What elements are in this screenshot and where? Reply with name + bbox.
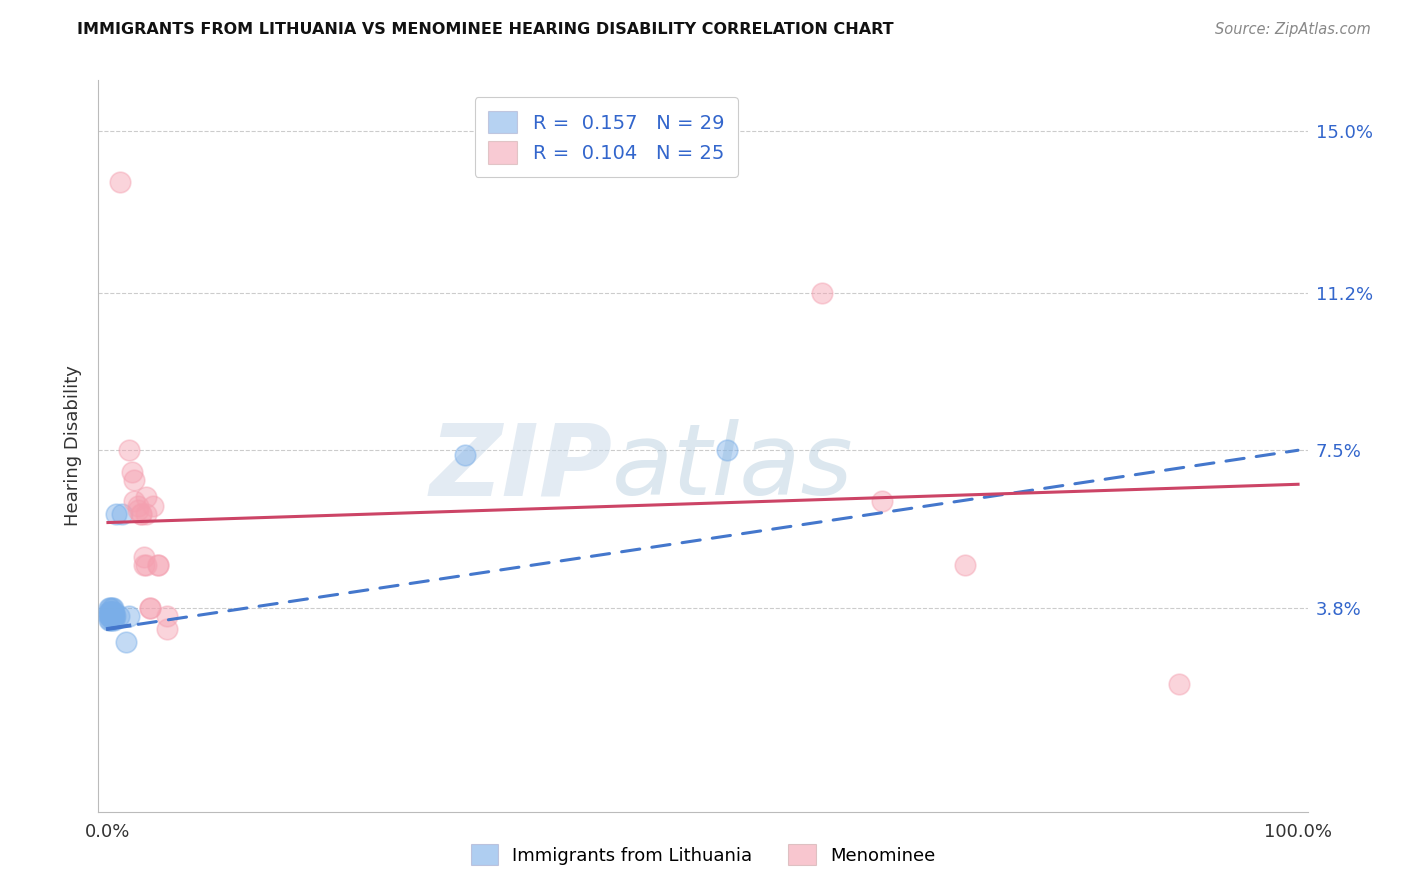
Point — [135, 558, 157, 572]
Point — [103, 605, 125, 619]
Text: atlas: atlas — [613, 419, 853, 516]
Point — [98, 600, 121, 615]
Point — [100, 605, 122, 619]
Point — [118, 443, 141, 458]
Point — [953, 558, 976, 572]
Legend: Immigrants from Lithuania, Menominee: Immigrants from Lithuania, Menominee — [464, 837, 942, 872]
Point — [142, 499, 165, 513]
Point — [129, 507, 152, 521]
Y-axis label: Hearing Disability: Hearing Disability — [63, 366, 82, 526]
Point — [127, 499, 149, 513]
Point — [156, 609, 179, 624]
Point — [146, 558, 169, 572]
Text: ZIP: ZIP — [429, 419, 613, 516]
Point — [98, 609, 121, 624]
Point — [98, 609, 121, 624]
Point — [156, 622, 179, 636]
Point — [127, 503, 149, 517]
Point — [98, 613, 121, 627]
Point — [98, 605, 121, 619]
Point — [104, 609, 127, 624]
Point — [122, 473, 145, 487]
Point — [98, 613, 121, 627]
Point — [98, 600, 121, 615]
Point — [100, 609, 122, 624]
Point — [111, 507, 134, 521]
Text: Source: ZipAtlas.com: Source: ZipAtlas.com — [1215, 22, 1371, 37]
Point — [129, 507, 152, 521]
Point — [101, 609, 124, 624]
Legend: R =  0.157   N = 29, R =  0.104   N = 25: R = 0.157 N = 29, R = 0.104 N = 25 — [475, 97, 738, 178]
Point — [135, 490, 157, 504]
Point — [870, 494, 893, 508]
Point — [118, 609, 141, 624]
Point — [146, 558, 169, 572]
Point — [101, 605, 124, 619]
Point — [100, 600, 122, 615]
Point — [454, 448, 477, 462]
Point — [138, 600, 160, 615]
Point — [122, 494, 145, 508]
Point — [101, 600, 124, 615]
Point — [1168, 677, 1191, 691]
Point — [98, 605, 121, 619]
Point — [716, 443, 738, 458]
Point — [108, 175, 131, 189]
Point — [100, 609, 122, 624]
Point — [103, 609, 125, 624]
Text: IMMIGRANTS FROM LITHUANIA VS MENOMINEE HEARING DISABILITY CORRELATION CHART: IMMIGRANTS FROM LITHUANIA VS MENOMINEE H… — [77, 22, 894, 37]
Point — [98, 605, 121, 619]
Point — [105, 507, 128, 521]
Point — [138, 600, 160, 615]
Point — [100, 613, 122, 627]
Point — [132, 549, 155, 564]
Point — [811, 285, 834, 300]
Point — [135, 507, 157, 521]
Point — [121, 465, 143, 479]
Point — [114, 634, 136, 648]
Point — [107, 609, 129, 624]
Point — [98, 609, 121, 624]
Point — [103, 613, 125, 627]
Point — [132, 558, 155, 572]
